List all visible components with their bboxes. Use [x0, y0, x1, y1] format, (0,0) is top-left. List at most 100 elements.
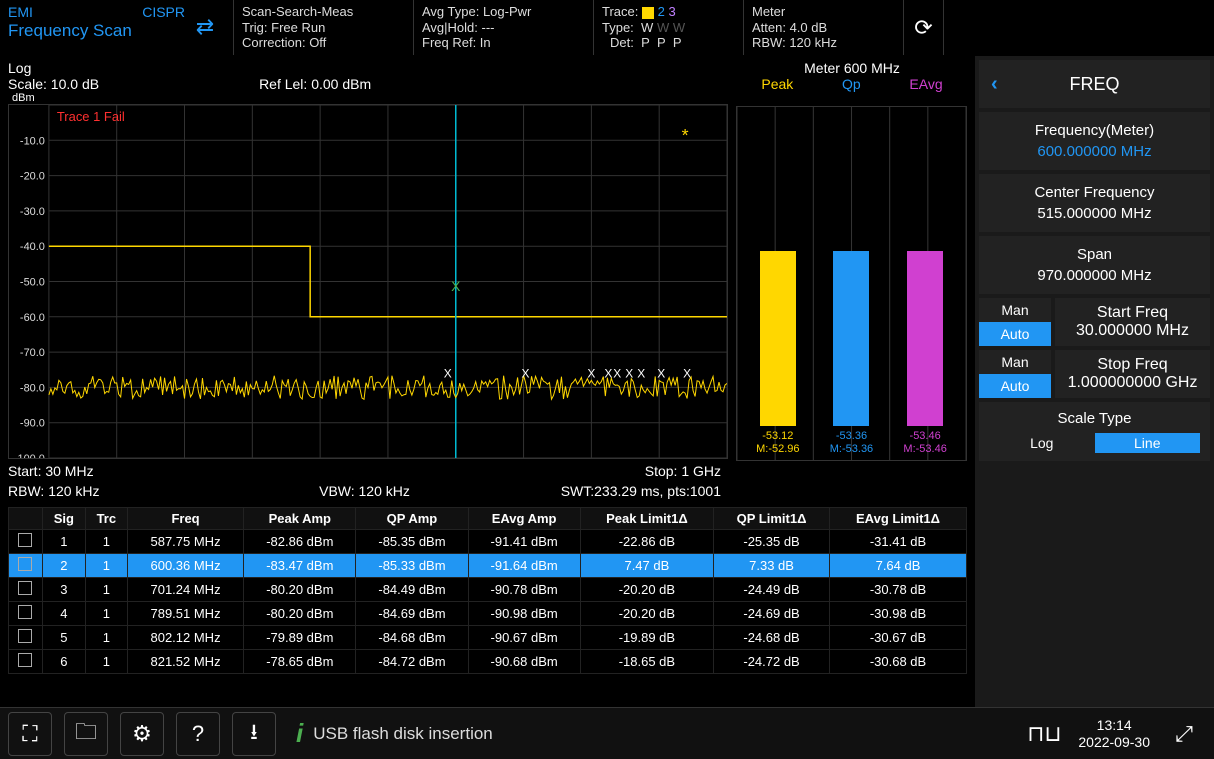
start-man[interactable]: Man: [979, 298, 1051, 322]
start-auto[interactable]: Auto: [979, 322, 1051, 346]
table-cell: 4: [42, 602, 85, 626]
start-freq-item[interactable]: Man Auto Start Freq 30.000000 MHz: [979, 298, 1210, 346]
table-header[interactable]: Trc: [85, 508, 127, 530]
info-icon: i: [296, 718, 303, 749]
span-item[interactable]: Span 970.000000 MHz: [979, 236, 1210, 294]
stop-freq-value: 1.000000000 GHz: [1055, 374, 1210, 392]
table-header[interactable]: EAvg Amp: [468, 508, 580, 530]
network-icon[interactable]: ⊓⊔: [1022, 712, 1066, 756]
mode-segment: EMICISPR Frequency Scan ⇄: [0, 0, 234, 55]
datetime: 13:14 2022-09-30: [1078, 717, 1150, 751]
reflvl-label: Ref Lel: 0.00 dBm: [259, 76, 371, 92]
chart-footer2: RBW: 120 kHz VBW: 120 kHz SWT:233.29 ms,…: [0, 481, 975, 501]
signal-table-area: SigTrcFreqPeak AmpQP AmpEAvg AmpPeak Lim…: [0, 507, 975, 707]
meter-header: Meter 600 MHz: [737, 60, 967, 76]
table-cell: 1: [85, 530, 127, 554]
table-cell: -91.41 dBm: [468, 530, 580, 554]
table-cell: -84.68 dBm: [356, 626, 468, 650]
table-cell: -19.89 dB: [580, 626, 713, 650]
stop-auto[interactable]: Auto: [979, 374, 1051, 398]
stop-man[interactable]: Man: [979, 350, 1051, 374]
table-row[interactable]: 61821.52 MHz-78.65 dBm-84.72 dBm-90.68 d…: [9, 650, 967, 674]
scan-mode-label: Frequency Scan: [8, 21, 185, 41]
sweep-icon[interactable]: ⟳: [904, 0, 944, 55]
avg-type: Avg Type: Log-Pwr: [422, 4, 585, 20]
table-cell: -24.69 dB: [714, 602, 830, 626]
meter-segment: Meter Atten: 4.0 dB RBW: 120 kHz: [744, 0, 904, 55]
table-header[interactable]: QP Amp: [356, 508, 468, 530]
refresh-icon[interactable]: ⇄: [185, 4, 225, 51]
svg-text:-40.0: -40.0: [20, 241, 45, 253]
svg-text:X: X: [625, 366, 633, 380]
svg-text:X: X: [683, 366, 691, 380]
det-label: Det:: [602, 35, 634, 50]
scale-type-item[interactable]: Scale Type Log Line: [979, 402, 1210, 461]
dbm-label: dBm: [8, 92, 728, 104]
meter-area: -53.12M:-52.96-53.36M:-53.36-53.46M:-53.…: [736, 92, 967, 461]
freq-meter-value: 600.000000 MHz: [985, 143, 1204, 160]
table-row[interactable]: 51802.12 MHz-79.89 dBm-84.68 dBm-90.67 d…: [9, 626, 967, 650]
rbw-label: RBW: 120 kHz: [752, 35, 895, 51]
meter-label: Meter: [752, 4, 895, 20]
svg-text:X: X: [604, 366, 612, 380]
table-cell: 5: [42, 626, 85, 650]
svg-text:Trace 1 Fail: Trace 1 Fail: [57, 109, 125, 124]
table-cell: -30.98 dB: [830, 602, 967, 626]
svg-text:-80.0: -80.0: [20, 382, 45, 394]
main-left: Log Scale: 10.0 dB Ref Lel: 0.00 dBm Met…: [0, 56, 975, 707]
table-header[interactable]: QP Limit1Δ: [714, 508, 830, 530]
table-header[interactable]: [9, 508, 43, 530]
scan-mode: Scan-Search-Meas: [242, 4, 405, 20]
trace2-label: 2: [658, 4, 665, 19]
freq-meter-item[interactable]: Frequency(Meter) 600.000000 MHz: [979, 112, 1210, 170]
det-p1: P: [641, 35, 650, 50]
table-cell: -24.68 dB: [714, 626, 830, 650]
table-header[interactable]: Peak Limit1Δ: [580, 508, 713, 530]
table-row[interactable]: 21600.36 MHz-83.47 dBm-85.33 dBm-91.64 d…: [9, 554, 967, 578]
freq-meter-label: Frequency(Meter): [985, 122, 1204, 139]
table-row[interactable]: 41789.51 MHz-80.20 dBm-84.69 dBm-90.98 d…: [9, 602, 967, 626]
panel-title: FREQ: [1069, 74, 1119, 95]
back-icon[interactable]: ‹: [991, 73, 998, 96]
table-row[interactable]: 11587.75 MHz-82.86 dBm-85.35 dBm-91.41 d…: [9, 530, 967, 554]
status-message: i USB flash disk insertion: [288, 718, 1010, 749]
expand-icon[interactable]: ⤢: [1162, 712, 1206, 756]
table-cell: -84.69 dBm: [356, 602, 468, 626]
scale-log[interactable]: Log: [989, 433, 1095, 453]
svg-text:-60.0: -60.0: [20, 312, 45, 324]
table-header[interactable]: Freq: [127, 508, 243, 530]
chart-row: dBm -10.0-20.0-30.0-40.0-50.0-60.0-70.0-…: [0, 92, 975, 461]
scale-line[interactable]: Line: [1095, 433, 1201, 453]
table-cell: -78.65 dBm: [244, 650, 356, 674]
screenshot-icon[interactable]: ⛶: [8, 712, 52, 756]
table-cell: [9, 626, 43, 650]
center-freq-value: 515.000000 MHz: [985, 205, 1204, 222]
table-cell: 6: [42, 650, 85, 674]
scan-segment: Scan-Search-Meas Trig: Free Run Correcti…: [234, 0, 414, 55]
help-icon[interactable]: ?: [176, 712, 220, 756]
table-cell: -20.20 dB: [580, 602, 713, 626]
center-freq-item[interactable]: Center Frequency 515.000000 MHz: [979, 174, 1210, 232]
svg-text:X: X: [444, 366, 452, 380]
table-header[interactable]: Peak Amp: [244, 508, 356, 530]
date-label: 2022-09-30: [1078, 734, 1150, 751]
table-row[interactable]: 31701.24 MHz-80.20 dBm-84.49 dBm-90.78 d…: [9, 578, 967, 602]
stop-freq-label: Stop Freq: [1055, 356, 1210, 374]
table-cell: -85.33 dBm: [356, 554, 468, 578]
table-cell: -90.67 dBm: [468, 626, 580, 650]
type-w3: W: [673, 20, 685, 35]
table-header[interactable]: Sig: [42, 508, 85, 530]
table-cell: -24.72 dB: [714, 650, 830, 674]
table-cell: -85.35 dBm: [356, 530, 468, 554]
table-header[interactable]: EAvg Limit1Δ: [830, 508, 967, 530]
settings-icon[interactable]: ⚙: [120, 712, 164, 756]
stop-freq-item[interactable]: Man Auto Stop Freq 1.000000000 GHz: [979, 350, 1210, 398]
atten-label: Atten: 4.0 dB: [752, 20, 895, 36]
table-cell: 1: [85, 650, 127, 674]
download-icon[interactable]: ⭳: [232, 712, 276, 756]
spectrum-canvas[interactable]: -10.0-20.0-30.0-40.0-50.0-60.0-70.0-80.0…: [8, 104, 728, 459]
type-label: Type:: [602, 20, 634, 35]
table-cell: [9, 650, 43, 674]
folder-icon[interactable]: 🗀: [64, 712, 108, 756]
table-cell: 7.33 dB: [714, 554, 830, 578]
